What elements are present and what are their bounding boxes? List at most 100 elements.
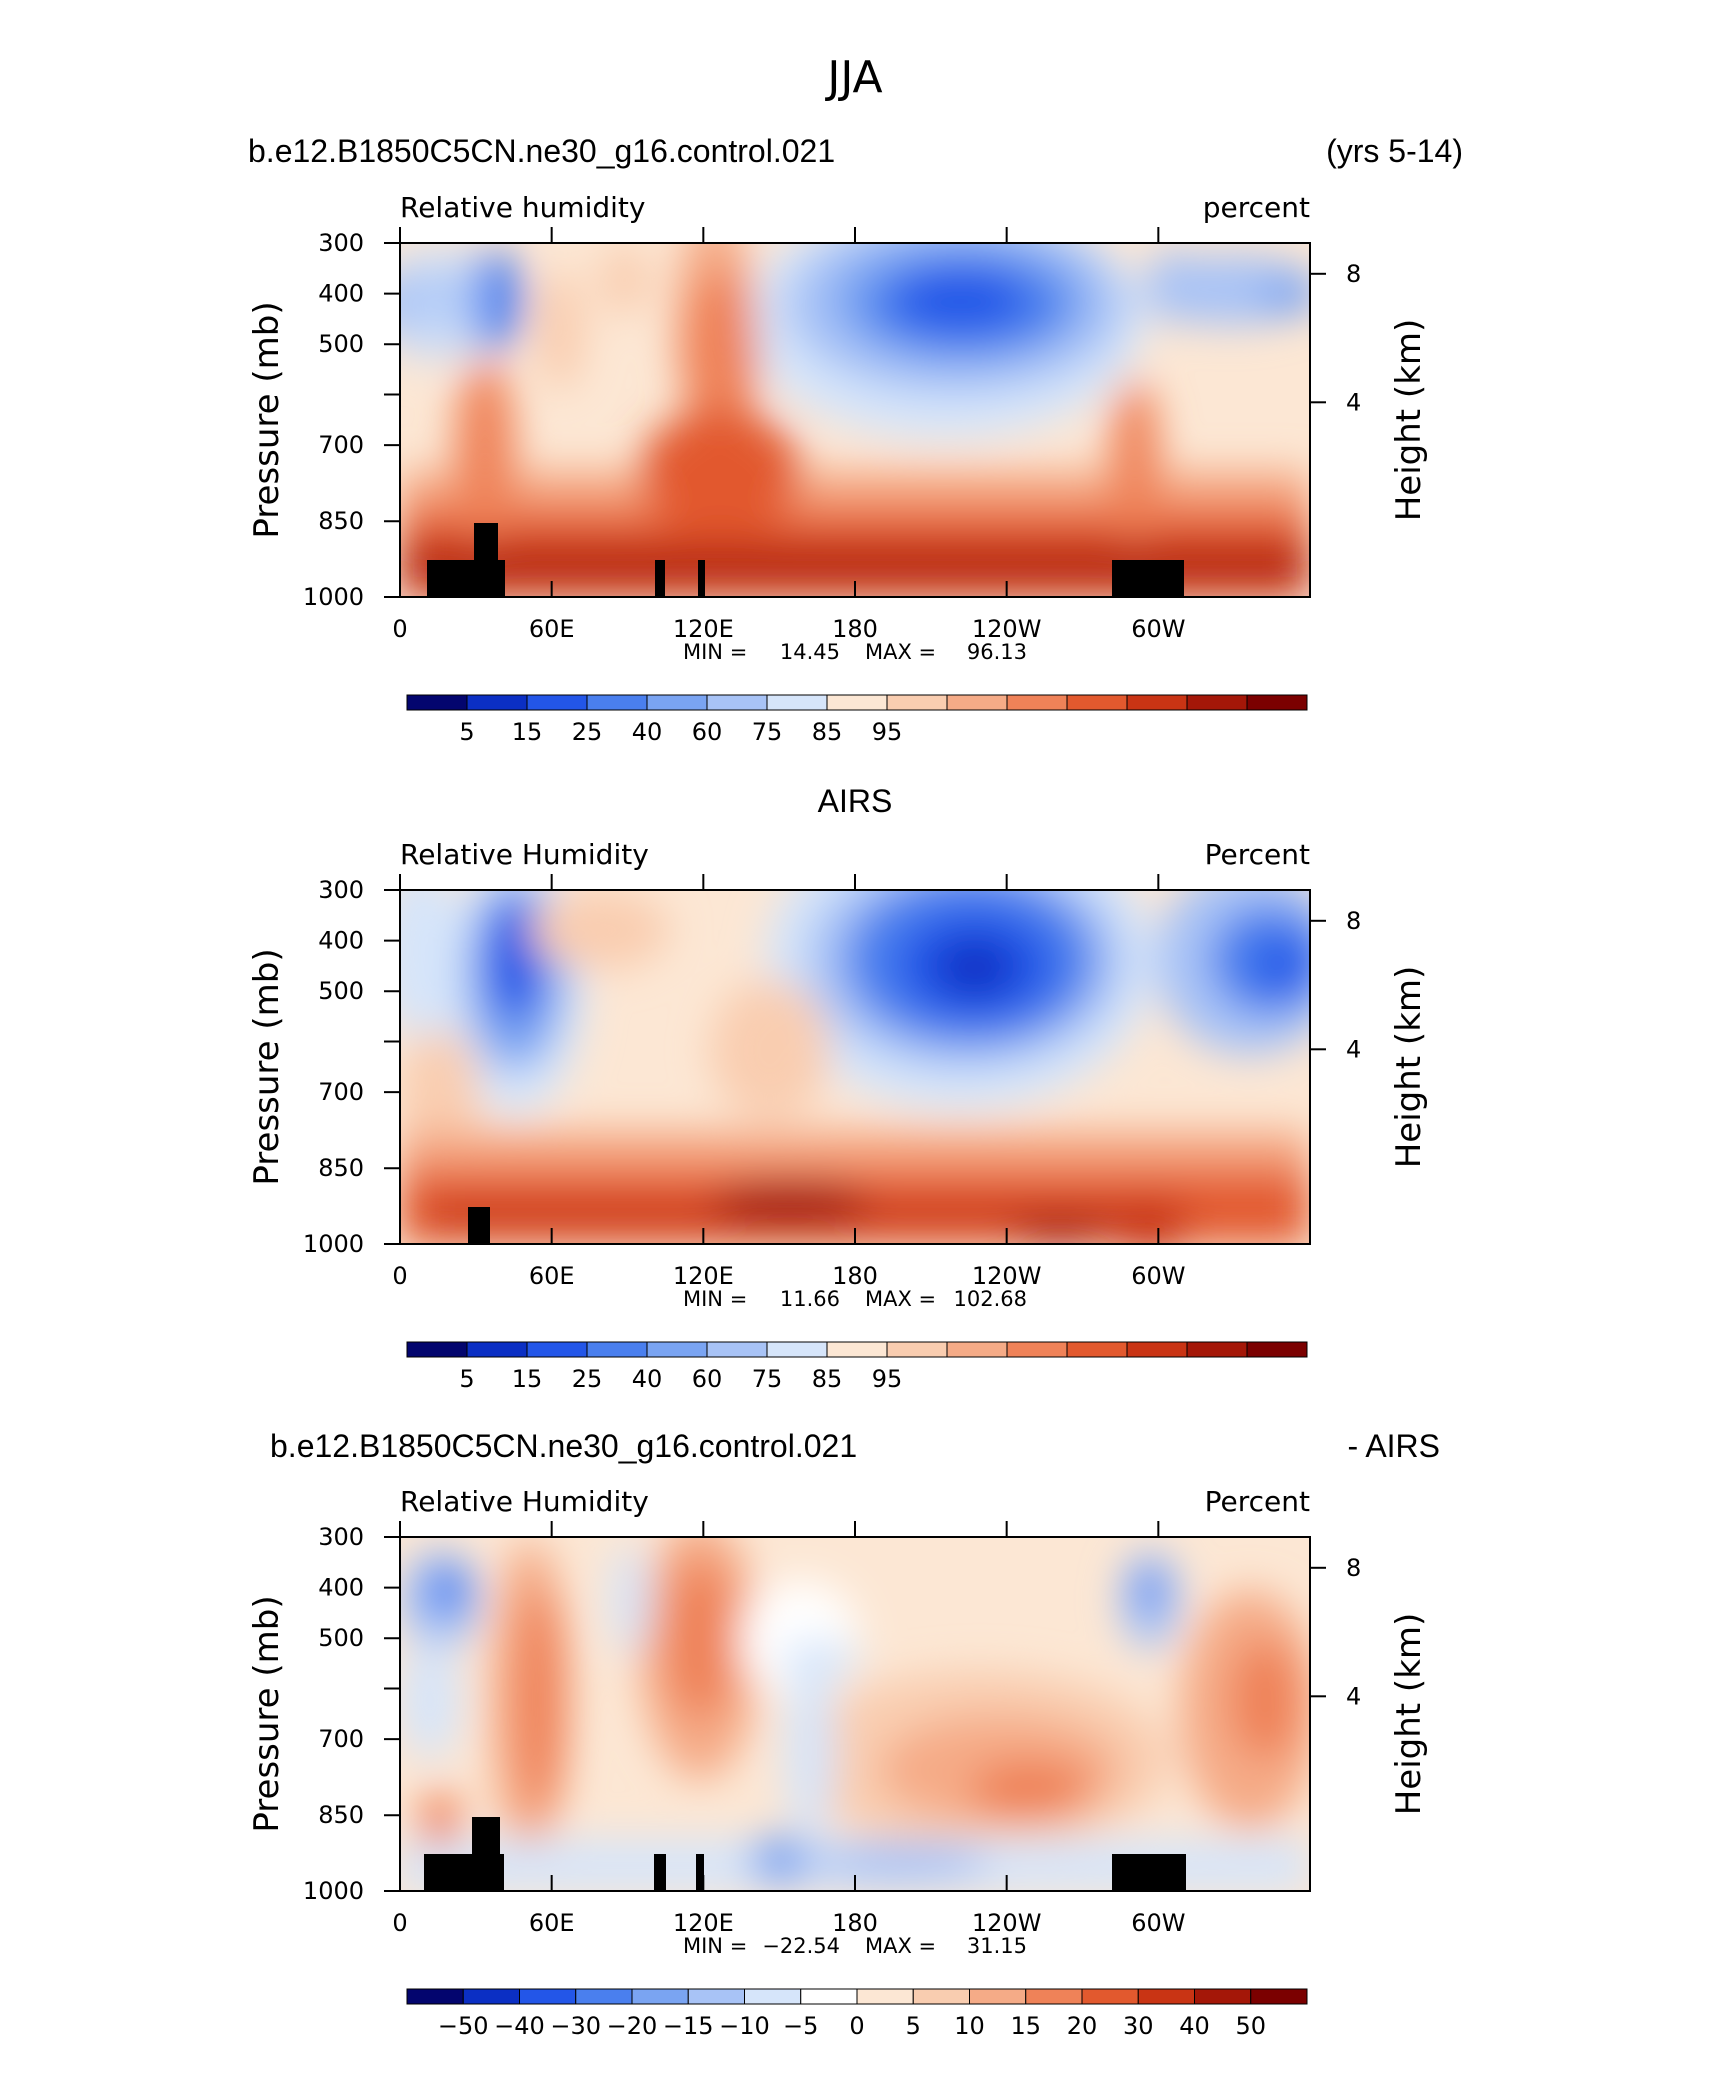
panel1-max-label: MAX = <box>865 640 936 664</box>
panel3-colorbar-box <box>575 1988 633 2005</box>
panel2-header-center: AIRS <box>818 783 893 819</box>
panel2-colorbar-box <box>1186 1341 1248 1358</box>
panel3-colorbar-box <box>631 1988 689 2005</box>
panel3-colorbar-box <box>406 1988 464 2005</box>
panel1-max-value: 96.13 <box>967 640 1027 664</box>
panel1-ylabel-right: Height (km) <box>1389 319 1429 522</box>
panel1-xtick-label: 60W <box>1131 615 1185 643</box>
panel2-colorbar-box <box>886 1341 948 1358</box>
panel1-colorbar-label: 95 <box>872 718 903 746</box>
panel3-colorbar-box <box>1081 1988 1139 2005</box>
panel1-colorbar-box <box>706 694 768 711</box>
panel2-variable-label: Relative Humidity <box>400 838 649 871</box>
panel1-colorbar-label: 60 <box>692 718 723 746</box>
panel1-colorbar-label: 75 <box>752 718 783 746</box>
panel3-units-label: Percent <box>1205 1485 1310 1518</box>
panel1-colorbar-box <box>466 694 528 711</box>
panel1-colorbar-box <box>1006 694 1068 711</box>
panel2-colorbar-label: 85 <box>812 1365 843 1393</box>
panel3-colorbar-label: −15 <box>663 2012 714 2040</box>
panel2-field <box>400 890 1310 1244</box>
panel2-topography <box>468 1207 490 1244</box>
panel1-variable-label: Relative humidity <box>400 191 645 224</box>
panel2-colorbar-label: 60 <box>692 1365 723 1393</box>
panel3-ytick-label: 500 <box>318 1624 364 1652</box>
panel1-header-right: (yrs 5-14) <box>1326 133 1463 169</box>
panel3-colorbar-label: −5 <box>783 2012 818 2040</box>
panel1-ytick-label: 850 <box>318 507 364 535</box>
panel1-ytick-label: 1000 <box>303 583 364 611</box>
panel1-colorbar-box <box>1066 694 1128 711</box>
panel3-xtick-label: 60W <box>1131 1909 1185 1937</box>
panel2-ylabel-right: Height (km) <box>1389 966 1429 1169</box>
panel3-min-value: −22.54 <box>762 1934 840 1958</box>
panel2-max-label: MAX = <box>865 1287 936 1311</box>
panel2-ytick-label: 300 <box>318 876 364 904</box>
panel1-ytick-label: 500 <box>318 330 364 358</box>
panel3-ytick-label: 700 <box>318 1725 364 1753</box>
panel1-units-label: percent <box>1203 191 1310 224</box>
panel1-colorbar-label: 40 <box>632 718 663 746</box>
panel2-colorbar-box <box>826 1341 888 1358</box>
panel3-xtick-label: 180 <box>832 1909 878 1937</box>
panel1-colorbar-label: 5 <box>459 718 474 746</box>
panel1-ytick-label: 700 <box>318 431 364 459</box>
panel2-min-value: 11.66 <box>780 1287 840 1311</box>
panel1-colorbar-box <box>406 694 468 711</box>
panel3-colorbar-label: 40 <box>1179 2012 1210 2040</box>
panel1-xtick-label: 120W <box>972 615 1042 643</box>
panel2-colorbar-label: 95 <box>872 1365 903 1393</box>
panel3-min-label: MIN = <box>683 1934 747 1958</box>
panel3-ytick-label: 850 <box>318 1801 364 1829</box>
panel3-ytick-right-label: 8 <box>1346 1554 1361 1582</box>
panel3-colorbar-box <box>856 1988 914 2005</box>
panel1-colorbar-box <box>766 694 828 711</box>
panel3-colorbar-box <box>1250 1988 1308 2005</box>
panel3-ylabel: Pressure (mb) <box>247 1595 287 1832</box>
panel2-colorbar-label: 40 <box>632 1365 663 1393</box>
panel2-colorbar-box <box>1126 1341 1188 1358</box>
panel1-colorbar-box <box>826 694 888 711</box>
panel3-xtick-label: 120E <box>673 1909 734 1937</box>
panel1-field <box>400 243 1310 597</box>
panel1-ytick-right-label: 4 <box>1346 388 1361 416</box>
panel2-min-label: MIN = <box>683 1287 747 1311</box>
panel3-colorbar-box <box>519 1988 577 2005</box>
panel2-colorbar-label: 15 <box>512 1365 543 1393</box>
panel3-ytick-label: 1000 <box>303 1877 364 1905</box>
panel3-xtick-label: 120W <box>972 1909 1042 1937</box>
panel3-colorbar-box <box>800 1988 858 2005</box>
panel1-min-label: MIN = <box>683 640 747 664</box>
panel2-ytick-label: 1000 <box>303 1230 364 1258</box>
panel2-colorbar-box <box>466 1341 528 1358</box>
panel3-colorbar-label: 5 <box>906 2012 921 2040</box>
panel2-colorbar-box <box>1006 1341 1068 1358</box>
panel2-colorbar-box <box>1066 1341 1128 1358</box>
panel3-colorbar-box <box>1137 1988 1195 2005</box>
panel2-colorbar-label: 75 <box>752 1365 783 1393</box>
panel3-colorbar-label: 15 <box>1010 2012 1041 2040</box>
panel3-colorbar-label: −50 <box>438 2012 489 2040</box>
panel3-colorbar-label: −40 <box>494 2012 545 2040</box>
panel3-colorbar-label: 20 <box>1067 2012 1098 2040</box>
panel1-xtick-label: 120E <box>673 615 734 643</box>
panel3-colorbar-label: 10 <box>954 2012 985 2040</box>
panel3-colorbar-box <box>912 1988 970 2005</box>
panel1-colorbar-box <box>886 694 948 711</box>
panel3-colorbar-box <box>687 1988 745 2005</box>
panel1-colorbar-label: 15 <box>512 718 543 746</box>
panel2-ytick-right-label: 8 <box>1346 907 1361 935</box>
panel2-xtick-label: 60W <box>1131 1262 1185 1290</box>
panel1-xtick-label: 0 <box>392 615 407 643</box>
panel3-colorbar-label: 30 <box>1123 2012 1154 2040</box>
panel3-colorbar-box <box>1025 1988 1083 2005</box>
panel2-xtick-label: 60E <box>529 1262 575 1290</box>
panel2-ytick-label: 400 <box>318 927 364 955</box>
panel1 <box>399 242 1311 598</box>
panel2-ytick-label: 500 <box>318 977 364 1005</box>
panel1-colorbar-box <box>1246 694 1308 711</box>
panel3-colorbar-label: −10 <box>719 2012 770 2040</box>
panel2-colorbar-box <box>766 1341 828 1358</box>
panel3-ylabel-right: Height (km) <box>1389 1613 1429 1816</box>
